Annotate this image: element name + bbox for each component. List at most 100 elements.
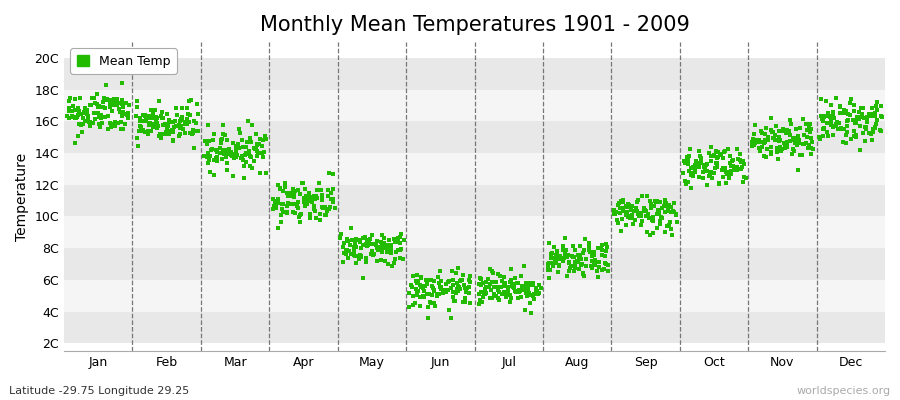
Point <box>248 157 262 164</box>
Point <box>98 114 112 120</box>
Point <box>785 151 799 157</box>
Point <box>763 127 778 133</box>
Point <box>420 304 435 311</box>
Point <box>85 95 99 101</box>
Point <box>159 110 174 117</box>
Point <box>291 199 305 206</box>
Point <box>760 137 775 144</box>
Point <box>482 266 497 272</box>
Point <box>662 222 677 228</box>
Point <box>422 291 436 298</box>
Point <box>210 155 224 161</box>
Point <box>62 97 77 104</box>
Point <box>650 211 664 218</box>
Point <box>60 112 75 119</box>
Point <box>518 290 533 297</box>
Point <box>201 159 215 166</box>
Point <box>256 154 271 160</box>
Point <box>865 137 879 144</box>
Point <box>178 121 193 128</box>
Point <box>874 127 888 134</box>
Point <box>645 216 660 223</box>
Point <box>736 161 751 168</box>
Point <box>235 152 249 159</box>
Point <box>529 288 544 294</box>
Point <box>384 250 399 256</box>
Point <box>348 240 363 246</box>
Point <box>562 265 577 272</box>
Point <box>663 226 678 233</box>
Point <box>848 120 862 127</box>
Point <box>87 100 102 106</box>
Point <box>374 257 388 263</box>
Point <box>80 110 94 117</box>
Point <box>817 125 832 132</box>
Point <box>692 153 706 159</box>
Point <box>760 146 775 152</box>
Point <box>323 190 338 196</box>
Point <box>160 130 175 137</box>
Point <box>792 139 806 146</box>
Point <box>293 212 308 218</box>
Point <box>410 279 425 286</box>
Point <box>669 212 683 218</box>
Point <box>518 284 533 290</box>
Point <box>314 192 328 198</box>
Point <box>770 156 785 162</box>
Point <box>451 283 465 290</box>
Point <box>380 243 394 250</box>
Point <box>545 250 560 256</box>
Point <box>349 244 364 250</box>
Point <box>556 247 571 253</box>
Point <box>238 162 252 169</box>
Point <box>132 123 147 130</box>
Point <box>768 136 782 143</box>
Point <box>870 117 885 124</box>
Point <box>779 126 794 133</box>
Point <box>736 158 751 164</box>
Point <box>704 158 718 164</box>
Point <box>780 144 795 150</box>
Point <box>828 95 842 101</box>
Point <box>362 239 376 245</box>
Point <box>544 250 558 257</box>
Point <box>618 212 633 218</box>
Point <box>691 174 706 180</box>
Point <box>318 204 332 210</box>
Point <box>178 120 193 127</box>
Bar <box>64 121 885 153</box>
Point <box>676 170 690 176</box>
Point <box>574 256 589 262</box>
Point <box>826 123 841 130</box>
Point <box>240 138 255 145</box>
Point <box>202 138 216 144</box>
Point <box>766 129 780 136</box>
Point <box>566 254 580 260</box>
Point <box>707 170 722 176</box>
Point <box>568 259 582 265</box>
Point <box>638 208 652 214</box>
Point <box>230 144 244 151</box>
Point <box>511 289 526 295</box>
Point <box>122 115 136 122</box>
Point <box>774 148 788 154</box>
Point <box>745 143 760 149</box>
Point <box>624 207 638 214</box>
Point <box>510 279 525 286</box>
Point <box>765 135 779 142</box>
Point <box>790 166 805 173</box>
Point <box>300 196 314 203</box>
Point <box>358 233 373 240</box>
Point <box>243 135 257 142</box>
Point <box>534 284 548 291</box>
Point <box>504 266 518 272</box>
Point <box>249 142 264 148</box>
Point <box>730 164 744 170</box>
Point <box>868 125 882 131</box>
Point <box>683 146 698 152</box>
Point <box>663 204 678 210</box>
Point <box>584 262 598 269</box>
Point <box>255 143 269 149</box>
Point <box>417 288 431 294</box>
Point <box>279 203 293 209</box>
